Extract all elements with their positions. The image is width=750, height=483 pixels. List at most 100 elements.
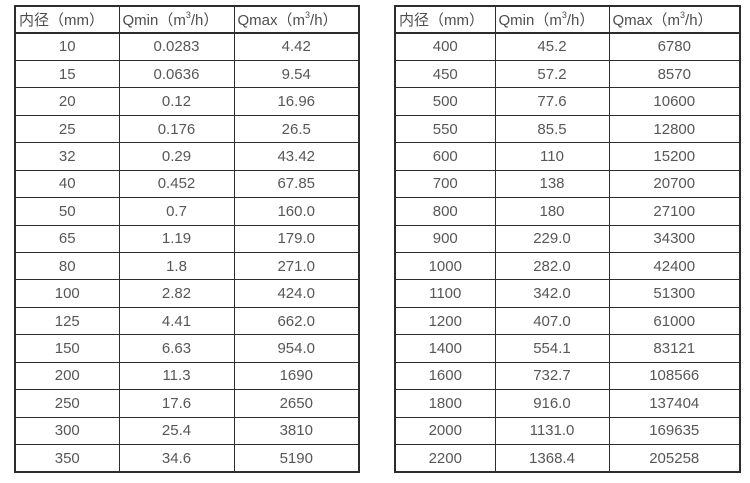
table-cell: 9.54	[233, 59, 360, 89]
table-cell: 700	[394, 169, 496, 199]
table-row: 65 1.19 179.0	[14, 224, 360, 254]
superscript-3: 3	[185, 10, 191, 20]
table-cell: 500	[394, 87, 496, 116]
table-cell: 125	[14, 306, 120, 336]
table-cell: 83121	[608, 334, 741, 363]
table-cell: 1400	[394, 334, 496, 363]
table-cell: 17.6	[118, 389, 235, 418]
header-qmin: Qmin（m3/h）	[494, 5, 610, 34]
table-cell: 0.176	[118, 114, 235, 144]
table-row: 2000 1131.0 169635	[394, 416, 741, 446]
table-row: 80 1.8 271.0	[14, 251, 360, 281]
table-cell: 407.0	[494, 306, 610, 336]
table-cell: 110	[494, 142, 610, 171]
table-cell: 1100	[394, 279, 496, 308]
table-row: 550 85.5 12800	[394, 114, 741, 144]
table-cell: 954.0	[233, 334, 360, 363]
table-cell: 4.42	[233, 32, 360, 61]
table-row: 1000 282.0 42400	[394, 251, 741, 281]
table-cell: 85.5	[494, 114, 610, 144]
table-cell: 26.5	[233, 114, 360, 144]
table-cell: 180	[494, 197, 610, 226]
table-cell: 150	[14, 334, 120, 363]
table-row: 1600 732.7 108566	[394, 361, 741, 391]
table-cell: 16.96	[233, 87, 360, 116]
table-cell: 0.7	[118, 197, 235, 226]
table-body: 10 0.0283 4.42 15 0.0636 9.54 20 0.12 16.96 25 0.1…	[14, 32, 360, 473]
table-cell: 2.82	[118, 279, 235, 308]
table-cell: 15200	[608, 142, 741, 171]
table-row: 700 138 20700	[394, 169, 741, 199]
table-cell: 0.29	[118, 142, 235, 171]
header-qmax-label: Qmax（m	[237, 12, 306, 29]
table-cell: 205258	[608, 444, 741, 473]
table-row: 900 229.0 34300	[394, 224, 741, 254]
table-cell: 34300	[608, 224, 741, 254]
table-cell: 77.6	[494, 87, 610, 116]
table-cell: 57.2	[494, 59, 610, 89]
table-row: 1100 342.0 51300	[394, 279, 741, 308]
table-row: 25 0.176 26.5	[14, 114, 360, 144]
table-cell: 2200	[394, 444, 496, 473]
superscript-3: 3	[305, 10, 311, 20]
table-row: 1400 554.1 83121	[394, 334, 741, 363]
header-qmax: Qmax（m3/h）	[608, 5, 741, 34]
table-row: 20 0.12 16.96	[14, 87, 360, 116]
table-row: 100 2.82 424.0	[14, 279, 360, 308]
table-cell: 450	[394, 59, 496, 89]
table-row: 500 77.6 10600	[394, 87, 741, 116]
table-cell: 179.0	[233, 224, 360, 254]
table-row: 600 110 15200	[394, 142, 741, 171]
table-cell: 1.8	[118, 251, 235, 281]
table-cell: 65	[14, 224, 120, 254]
header-qmin: Qmin（m3/h）	[118, 5, 235, 34]
table-row: 250 17.6 2650	[14, 389, 360, 418]
table-cell: 169635	[608, 416, 741, 446]
table-cell: 271.0	[233, 251, 360, 281]
table-row: 40 0.452 67.85	[14, 169, 360, 199]
header-row: 内径（mm） Qmin（m3/h） Qmax（m3/h）	[394, 5, 741, 34]
table-cell: 300	[14, 416, 120, 446]
table-row: 15 0.0636 9.54	[14, 59, 360, 89]
table-cell: 350	[14, 444, 120, 473]
header-qmin-label: Qmin（m	[122, 12, 186, 29]
flow-table-left: 内径（mm） Qmin（m3/h） Qmax（m3/h） 10 0.0283 4.4…	[14, 5, 360, 473]
table-cell: 0.12	[118, 87, 235, 116]
header-qmax: Qmax（m3/h）	[233, 5, 360, 34]
table-cell: 600	[394, 142, 496, 171]
flow-table-right: 内径（mm） Qmin（m3/h） Qmax（m3/h） 400 45.2 6780…	[394, 5, 741, 473]
table-cell: 4.41	[118, 306, 235, 336]
table-cell: 20	[14, 87, 120, 116]
table-cell: 900	[394, 224, 496, 254]
table-cell: 12800	[608, 114, 741, 144]
table-cell: 61000	[608, 306, 741, 336]
table-cell: 32	[14, 142, 120, 171]
header-diameter: 内径（mm）	[14, 5, 120, 34]
table-cell: 20700	[608, 169, 741, 199]
table-cell: 25.4	[118, 416, 235, 446]
table-cell: 1368.4	[494, 444, 610, 473]
table-cell: 0.0283	[118, 32, 235, 61]
table-cell: 45.2	[494, 32, 610, 61]
table-cell: 916.0	[494, 389, 610, 418]
superscript-3: 3	[561, 10, 567, 20]
table-cell: 27100	[608, 197, 741, 226]
table-cell: 6.63	[118, 334, 235, 363]
table-cell: 800	[394, 197, 496, 226]
table-row: 1800 916.0 137404	[394, 389, 741, 418]
table-cell: 250	[14, 389, 120, 418]
table-cell: 0.452	[118, 169, 235, 199]
header-qmin-unit-suffix: /h）	[566, 12, 595, 29]
header-qmax-label: Qmax（m	[612, 12, 681, 29]
table-cell: 6780	[608, 32, 741, 61]
table-cell: 42400	[608, 251, 741, 281]
table-cell: 5190	[233, 444, 360, 473]
table-cell: 10600	[608, 87, 741, 116]
table-cell: 1000	[394, 251, 496, 281]
header-qmin-label: Qmin（m	[498, 12, 562, 29]
table-cell: 342.0	[494, 279, 610, 308]
header-diameter: 内径（mm）	[394, 5, 496, 34]
table-row: 450 57.2 8570	[394, 59, 741, 89]
header-diameter-label: 内径（mm）	[399, 12, 484, 29]
table-cell: 1690	[233, 361, 360, 391]
